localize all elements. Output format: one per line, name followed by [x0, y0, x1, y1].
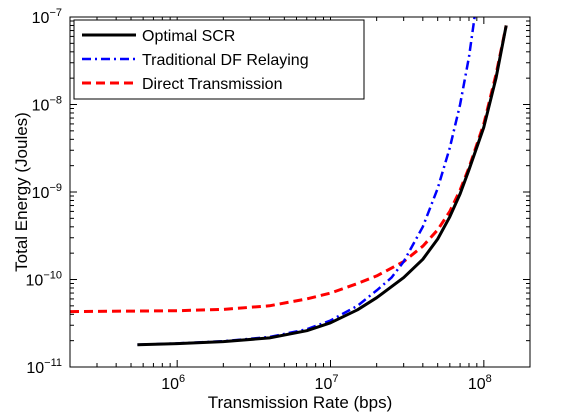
axes-frame — [69, 16, 531, 368]
series-line-optimal-scr — [137, 25, 508, 347]
series-layer — [70, 17, 508, 347]
y-tick-label: 10−9 — [32, 182, 62, 202]
y-tick-label: 10−10 — [26, 270, 62, 290]
x-tick-label: 108 — [468, 373, 492, 393]
x-tick-label: 107 — [315, 373, 339, 393]
y-tick-label: 10−11 — [26, 357, 62, 377]
y-axis-label: Total Energy (Joules) — [12, 112, 31, 272]
legend-label: Direct Transmission — [142, 76, 282, 93]
y-tick-label: 10−8 — [32, 95, 62, 115]
y-tick-label: 10−7 — [32, 7, 62, 27]
x-tick-label: 106 — [161, 373, 185, 393]
legend-label: Optimal SCR — [142, 28, 235, 45]
legend-label: Traditional DF Relaying — [142, 52, 309, 69]
tick-layer: 106 107 108 10−11 10−10 10−9 10−8 10−7 — [26, 7, 531, 393]
x-axis-label: Transmission Rate (bps) — [208, 393, 393, 412]
legend: Optimal SCR Traditional DF Relaying Direct… — [73, 19, 365, 100]
